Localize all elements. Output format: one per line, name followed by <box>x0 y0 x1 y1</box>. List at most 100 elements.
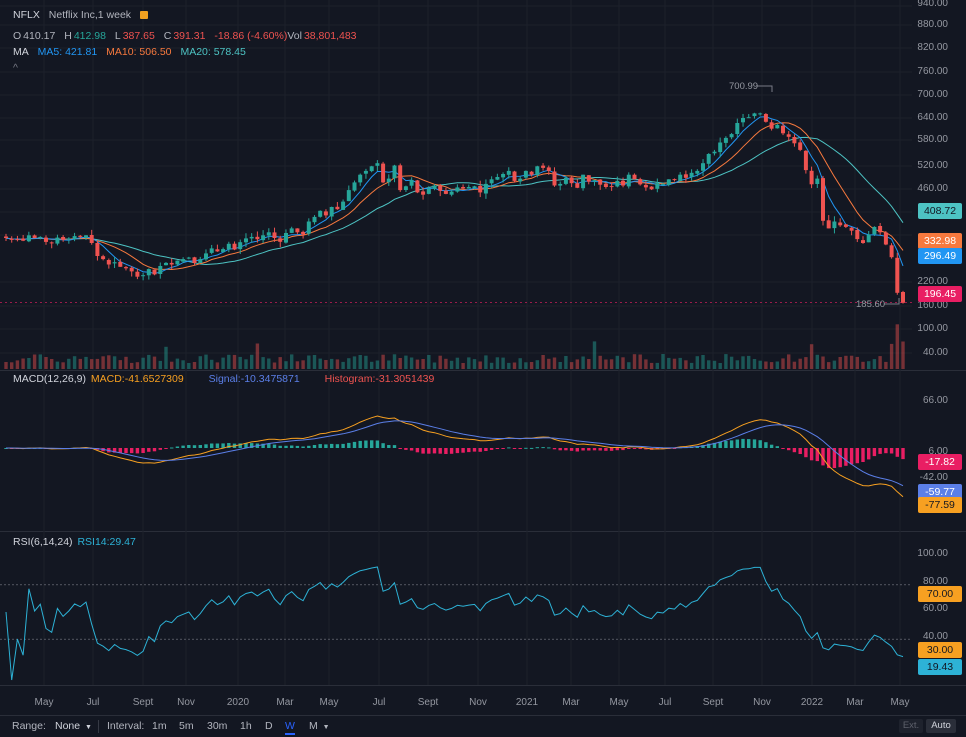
volume-bar <box>130 362 134 369</box>
macd-histogram-bar <box>821 448 825 466</box>
macd-histogram-badge: -17.82 <box>918 454 962 470</box>
rsi-legend: RSI(6,14,24) RSI14:29.47 <box>13 536 142 548</box>
volume-bar <box>404 355 408 369</box>
volume-bar <box>324 360 328 369</box>
volume-bar <box>507 362 511 369</box>
macd-axis-label: -42.00 <box>919 472 948 483</box>
volume-bar <box>867 361 871 369</box>
price-axis-label: 760.00 <box>917 66 948 77</box>
macd-histogram-bar <box>575 448 579 452</box>
volume-bar <box>175 358 180 369</box>
volume-bar <box>769 362 774 369</box>
candle-body <box>752 113 757 117</box>
volume-bar <box>621 357 625 369</box>
interval-1m[interactable]: 1m <box>152 720 167 732</box>
candle-body <box>129 267 134 272</box>
candle-body <box>541 165 546 168</box>
candle-body <box>643 184 648 188</box>
macd-histogram-bar <box>558 448 562 451</box>
volume-bar <box>255 343 260 369</box>
candle-body <box>295 228 300 233</box>
volume-bar <box>370 361 374 369</box>
macd-title: MACD(12,26,9) <box>13 373 86 385</box>
macd-histogram-bar <box>564 448 568 451</box>
price-axis-label: 880.00 <box>917 19 948 30</box>
candle-body <box>598 179 603 185</box>
macd-histogram-bar <box>644 448 648 450</box>
symbol-ticker: NFLX <box>13 9 40 21</box>
candle-body <box>878 226 883 233</box>
candle-body <box>741 118 745 123</box>
candle-body <box>329 207 334 217</box>
candle-body <box>346 190 351 202</box>
volume-bar <box>198 356 202 369</box>
pane-separator[interactable] <box>0 370 966 371</box>
volume-bar <box>250 354 254 369</box>
macd-histogram-bar <box>295 445 300 448</box>
candle-body <box>586 175 591 182</box>
volume-bar <box>729 356 734 369</box>
candle-body <box>815 178 820 184</box>
volume-bar <box>147 354 151 369</box>
volume-bar <box>21 358 25 369</box>
macd-histogram-bar <box>381 443 385 448</box>
macd-histogram-bar <box>301 446 305 448</box>
volume-value: 38,801,483 <box>303 30 357 42</box>
macd-histogram-bar <box>787 448 791 451</box>
pane-separator[interactable] <box>0 531 966 532</box>
interval-w[interactable]: W <box>285 720 295 735</box>
candle-body <box>889 245 894 258</box>
macd-histogram-bar <box>335 444 340 448</box>
ma10-line <box>5 122 904 271</box>
candle-body <box>164 262 168 266</box>
volume-bar <box>758 360 762 369</box>
volume-bar <box>735 360 739 369</box>
volume-bar <box>489 362 494 369</box>
volume-bar <box>4 362 8 369</box>
pane-separator[interactable] <box>0 685 966 686</box>
interval-m-dropdown[interactable]: M ▼ <box>309 720 330 732</box>
time-axis-label: May <box>609 697 629 708</box>
interval-d[interactable]: D <box>265 720 273 732</box>
interval-5m[interactable]: 5m <box>179 720 194 732</box>
macd-histogram-bar <box>552 448 557 450</box>
candle-body <box>792 137 797 144</box>
candle-body <box>495 177 500 180</box>
candle-body <box>535 166 540 176</box>
candle-body <box>678 174 683 181</box>
price-axis-label: 820.00 <box>917 42 948 53</box>
range-dropdown[interactable]: None ▼ <box>55 720 92 732</box>
time-axis-label: Jul <box>372 697 386 708</box>
interval-30m[interactable]: 30m <box>207 720 228 732</box>
volume-bar <box>649 362 654 369</box>
candle-body <box>506 170 511 175</box>
candle-body <box>255 236 260 240</box>
high-annotation: 700.99 <box>729 81 759 92</box>
macd-value: MACD:-41.6527309 <box>90 373 184 385</box>
macd-signal-badge: -59.77 <box>918 484 962 500</box>
legend-toggle-icon[interactable] <box>139 11 148 20</box>
last-price-badge: 196.45 <box>918 286 962 302</box>
candle-body <box>112 262 117 264</box>
macd-histogram-bar <box>581 448 585 451</box>
macd-histogram-bar <box>524 447 528 449</box>
auto-scale-button[interactable]: Auto <box>926 719 956 733</box>
macd-histogram-bar <box>164 448 168 449</box>
candle-body <box>546 167 551 171</box>
volume-bar <box>392 354 397 369</box>
extended-hours-button[interactable]: Ext. <box>899 719 923 733</box>
macd-line-badge: -77.59 <box>918 497 962 513</box>
time-axis-label: Jul <box>658 697 672 708</box>
candle-body <box>306 221 311 234</box>
volume-bar <box>472 359 477 369</box>
interval-1h[interactable]: 1h <box>240 720 252 732</box>
collapse-legend-button[interactable]: ^ <box>13 62 18 74</box>
candle-body <box>415 180 420 193</box>
chevron-down-icon: ▼ <box>322 724 330 731</box>
time-axis-label: May <box>890 697 910 708</box>
candle-body <box>786 134 791 137</box>
time-axis-label: Mar <box>562 697 580 708</box>
macd-histogram-bar <box>278 445 282 448</box>
macd-histogram-bar <box>512 448 517 449</box>
